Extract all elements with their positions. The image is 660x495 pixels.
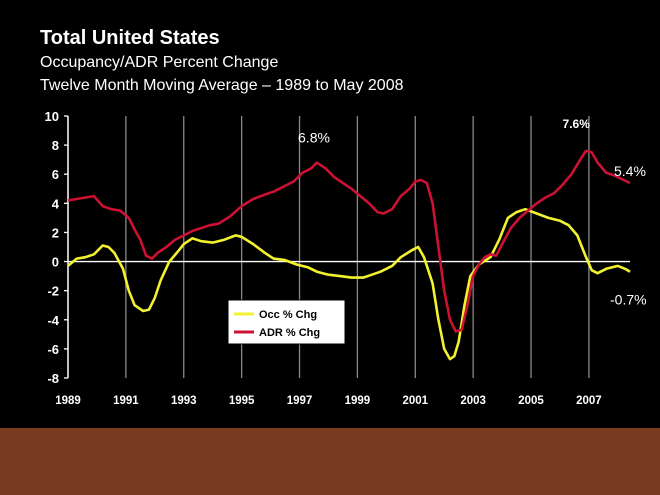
gridlines bbox=[125, 116, 590, 378]
slide-subtitle-1: Occupancy/ADR Percent Change bbox=[40, 54, 279, 71]
y-tick-label: 4 bbox=[52, 196, 60, 211]
series-lines bbox=[67, 149, 631, 361]
x-tick-label: 2005 bbox=[518, 395, 544, 407]
x-tick-label: 1989 bbox=[55, 395, 81, 407]
y-tick-label: 0 bbox=[52, 255, 59, 270]
y-tick-label: 2 bbox=[52, 225, 59, 240]
series-line-occ bbox=[67, 207, 631, 361]
y-tick-label: -2 bbox=[47, 284, 59, 299]
footer-band bbox=[0, 428, 660, 495]
legend-label-adr: ADR % Chg bbox=[259, 327, 320, 339]
y-tick-label: 10 bbox=[45, 109, 59, 124]
y-tick-label: 6 bbox=[52, 167, 59, 182]
legend-box bbox=[227, 299, 346, 345]
x-tick-label: 1991 bbox=[113, 395, 139, 407]
y-tick-label: -8 bbox=[47, 371, 59, 386]
annotation-label: 5.4% bbox=[614, 163, 646, 179]
y-tick-label: -4 bbox=[47, 313, 59, 328]
y-tick-label: -6 bbox=[47, 342, 59, 357]
annotations: 6.8% 7.6% 5.4% -0.7% bbox=[298, 117, 647, 308]
x-tick-label: 1997 bbox=[287, 395, 313, 407]
y-tick-labels: 10 8 6 4 2 0 -2 -4 -6 -8 bbox=[45, 109, 60, 386]
x-tick-label: 2007 bbox=[576, 395, 602, 407]
annotation-label: -0.7% bbox=[610, 292, 647, 308]
axes bbox=[64, 115, 630, 379]
slide-title: Total United States bbox=[40, 27, 220, 49]
x-tick-label: 1993 bbox=[171, 395, 197, 407]
x-tick-labels: 1989 1991 1993 1995 1997 1999 2001 2003 2005 2007 bbox=[55, 395, 602, 407]
x-tick-label: 2003 bbox=[460, 395, 486, 407]
slide-subtitle-2: Twelve Month Moving Average – 1989 to Ma… bbox=[40, 77, 404, 94]
x-tick-label: 1999 bbox=[345, 395, 371, 407]
annotation-label: 7.6% bbox=[563, 117, 591, 131]
series-line-adr bbox=[67, 149, 631, 333]
y-tick-label: 8 bbox=[52, 138, 59, 153]
x-tick-label: 2001 bbox=[402, 395, 428, 407]
x-tick-label: 1995 bbox=[229, 395, 255, 407]
annotation-label: 6.8% bbox=[298, 130, 330, 146]
legend-label-occ: Occ % Chg bbox=[259, 309, 317, 321]
chart-legend: Occ % Chg ADR % Chg bbox=[227, 299, 346, 345]
